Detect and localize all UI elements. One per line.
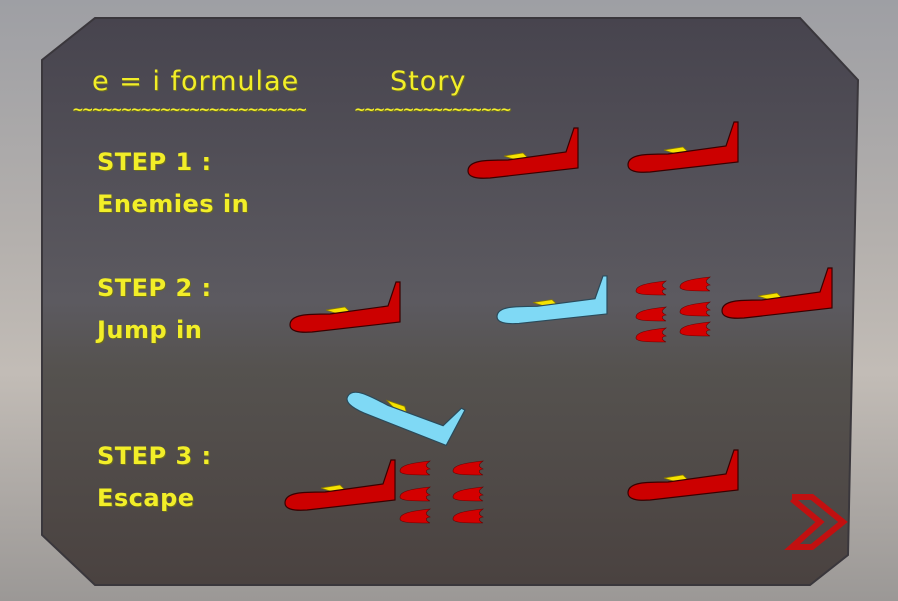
bullet-icon xyxy=(679,301,711,317)
enemy-jet-icon xyxy=(284,459,396,511)
player-jet-icon xyxy=(496,275,608,325)
bullet-icon xyxy=(399,486,431,502)
step-2-caption: Jump in xyxy=(97,316,203,344)
player-jet-icon xyxy=(343,357,466,456)
step-3-title: STEP 3 : xyxy=(97,442,212,470)
enemy-jet-icon xyxy=(721,267,833,319)
enemy-jet-icon xyxy=(627,121,739,173)
step-3-caption: Escape xyxy=(97,484,195,512)
tab-story[interactable]: Story xyxy=(390,66,467,97)
next-arrow-button[interactable] xyxy=(784,494,848,550)
bullet-icon xyxy=(452,460,484,476)
enemy-jet-icon xyxy=(289,281,401,333)
bullet-icon xyxy=(635,306,667,322)
bullet-icon xyxy=(399,508,431,524)
step-1-title: STEP 1 : xyxy=(97,148,212,176)
tab-story-underline: ~~~~~~~~~~~~~~~~ xyxy=(354,102,512,118)
enemy-jet-icon xyxy=(627,449,739,501)
bullet-icon xyxy=(452,486,484,502)
bullet-icon xyxy=(635,327,667,343)
step-1-caption: Enemies in xyxy=(97,190,250,218)
bullet-icon xyxy=(679,321,711,337)
tab-formulae-underline: ~~~~~~~~~~~~~~~~~~~~~~~~ xyxy=(72,102,308,118)
tab-formulae[interactable]: e = i formulae xyxy=(92,66,300,97)
next-arrow-icon xyxy=(784,494,848,550)
enemy-jet-icon xyxy=(467,127,579,179)
bullet-icon xyxy=(679,276,711,292)
step-2-title: STEP 2 : xyxy=(97,274,212,302)
bullet-icon xyxy=(452,508,484,524)
bullet-icon xyxy=(399,460,431,476)
bullet-icon xyxy=(635,280,667,296)
